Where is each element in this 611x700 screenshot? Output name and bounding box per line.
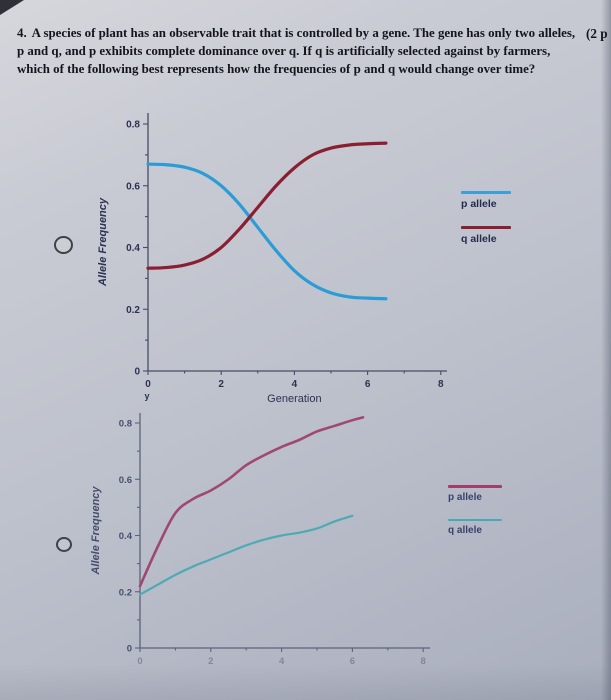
x-tick-label: 4 (292, 379, 298, 390)
question-number: 4. (17, 25, 27, 40)
photo-edge-shadow (601, 0, 611, 700)
x-tick-label: 0 (145, 379, 151, 390)
photo-corner-artifact (0, 0, 24, 15)
legend-label: q allele (448, 525, 482, 536)
y-tick-label: 0 (134, 367, 140, 378)
series-line-q-allele (146, 141, 388, 270)
chart-option-b: 0.8 0.6 0.4 0.2 0 0 2 4 6 8 Allele Frequency (85, 405, 455, 700)
y-axis-label: Allele Frequency (97, 197, 109, 287)
photo-bottom-shadow (0, 664, 611, 700)
legend-swatch-line (448, 485, 502, 488)
allele-frequency-chart-b: 0.8 0.6 0.4 0.2 00 2 4 6 8 Allele Frequency (90, 413, 430, 667)
x-tick-label: 8 (421, 656, 426, 667)
y-tick-label: 0.8 (119, 419, 132, 430)
y-tick-label: 0.6 (119, 475, 132, 486)
x-tick-label: 6 (350, 656, 355, 667)
legend-item: p allele (448, 485, 502, 503)
x-tick-label: 0 (137, 656, 142, 667)
legend-swatch-line (461, 226, 511, 229)
chart-b-legend: p allele q allele (448, 485, 502, 552)
series-line-p-allele (138, 416, 365, 588)
legend-swatch-line (461, 191, 511, 194)
x-tick-label: 4 (279, 656, 285, 667)
y-axis-label: Allele Frequency (90, 486, 102, 576)
y-tick-label: 0.4 (119, 531, 133, 542)
series-line-q-allele (138, 514, 354, 596)
legend-item: p allele (461, 191, 511, 210)
x-tick-label: 8 (438, 379, 444, 390)
stray-axis-mark: y (144, 391, 149, 401)
radio-option-a[interactable] (54, 236, 73, 254)
x-tick-label: 6 (365, 379, 371, 390)
legend-label: p allele (461, 198, 497, 210)
allele-frequency-chart-a: 0.8 0.6 0.4 0.2 00 2 4 6 8 Generation Allele Frequ… (97, 113, 447, 405)
chart-option-a: 0.8 0.6 0.4 0.2 0 0 2 4 6 8 Generation Allele Frequ… (90, 105, 460, 405)
question-block: 4. A species of plant has an observable t… (17, 24, 577, 78)
x-tick-label: 2 (208, 656, 213, 667)
y-tick-label: 0.4 (126, 243, 140, 254)
y-tick-label: 0.2 (119, 587, 132, 598)
legend-item: q allele (461, 226, 511, 245)
legend-label: q allele (461, 233, 497, 245)
x-tick-label: 2 (218, 379, 224, 390)
chart-a-legend: p allele q allele (461, 191, 511, 261)
y-tick-label: 0 (127, 644, 132, 655)
radio-option-b[interactable] (56, 537, 72, 552)
points-label: (2 p (586, 26, 608, 41)
question-text: A species of plant has an observable tra… (17, 25, 576, 76)
legend-swatch-line (448, 518, 502, 521)
x-axis-label: Generation (267, 393, 321, 405)
legend-label: p allele (448, 491, 482, 503)
y-tick-label: 0.6 (126, 181, 140, 192)
legend-item: q allele (448, 518, 502, 536)
series-line-p-allele (146, 162, 388, 301)
y-tick-label: 0.8 (126, 120, 140, 131)
y-tick-label: 0.2 (126, 305, 140, 316)
